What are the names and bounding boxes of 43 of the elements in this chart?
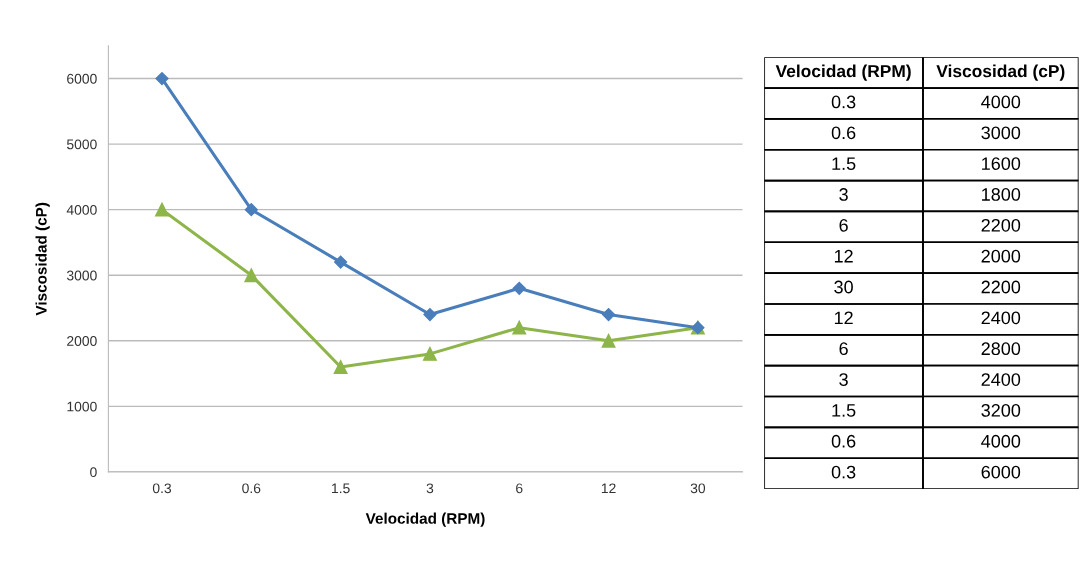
x-tick-label: 0.3 [152,483,172,494]
data-label: 2800 [981,342,1021,356]
y-tick-label: 30 [834,280,853,294]
y-tick-label: 6000 [67,73,97,84]
data-label: 4000 [981,95,1021,109]
data-label: 2200 [981,218,1021,232]
y-tick-label: 3 [839,188,848,201]
y-tick-label: 12 [834,249,853,263]
y-tick-label: 1000 [67,401,97,412]
data-label: 1800 [982,188,1021,201]
x-axis-title: Velocidad (RPM) [365,512,485,527]
y-axis-title: Viscosidad (cP) [35,202,50,316]
data-label: 1600 [982,157,1021,171]
y-tick-label: 0 [90,467,97,478]
x-tick-label: 0.6 [242,483,261,494]
data-label: 2000 [981,249,1021,263]
y-tick-label: 0.3 [831,465,856,479]
data-label: 6000 [981,465,1021,479]
y-tick-label: 1.5 [832,157,856,171]
y-tick-label: 12 [834,311,853,325]
y-tick-label: 6 [839,218,848,232]
data-label: 3200 [981,404,1021,417]
y-axis-title: Velocidad (RPM) [775,64,911,81]
y-tick-label: 2000 [67,336,97,346]
data-label: 2400 [981,311,1021,325]
y-tick-label: 0.6 [831,434,856,448]
y-tick-label: 0.3 [831,95,856,109]
y-tick-label: 4000 [66,204,97,215]
data-label: 2400 [981,373,1021,386]
y-tick-label: 1.5 [832,404,856,417]
x-tick-label: 6 [516,483,523,494]
data-label: 4000 [981,434,1021,448]
data-label: 2200 [981,280,1021,294]
x-tick-label: 3 [426,483,434,494]
x-tick-label: 1.5 [332,483,350,494]
x-tick-label: 30 [690,483,706,494]
y-tick-label: 3 [839,373,848,386]
y-tick-label: 6 [839,342,848,356]
y-tick-label: 5000 [66,139,97,150]
y-tick-label: 0.6 [831,126,856,140]
x-tick-label: 12 [601,483,616,494]
y-tick-label: 3000 [66,270,97,281]
data-label: 3000 [981,126,1021,140]
